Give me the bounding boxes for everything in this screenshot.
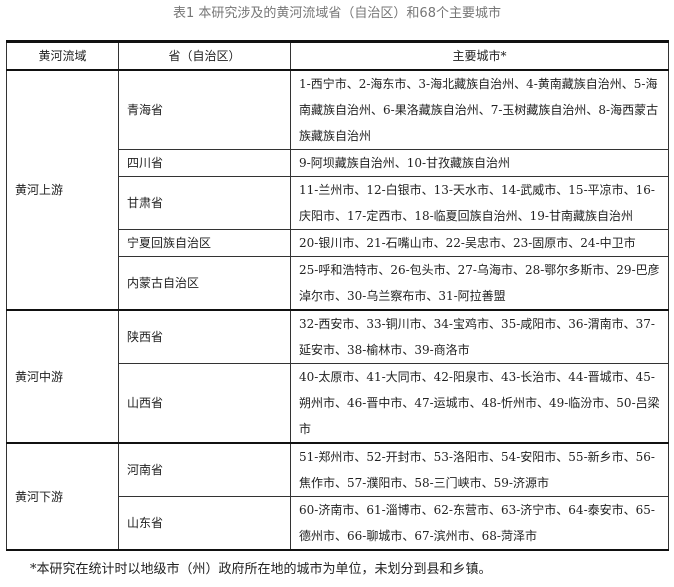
basin-cell: 黄河上游 (6, 69, 119, 311)
cities-cell: 20-银川市、21-石嘴山市、22-吴忠市、23-固原市、24-中卫市 (290, 229, 669, 257)
province-cell: 内蒙古自治区 (118, 256, 291, 311)
table-row: 甘肃省 11-兰州市、12-白银市、13-天水市、14-武威市、15-平凉市、16… (7, 176, 669, 230)
province-cell: 陕西省 (118, 309, 291, 364)
province-cell: 河南省 (118, 442, 291, 497)
province-cell: 山西省 (118, 363, 291, 444)
cities-table: 黄河流域 省（自治区） 主要城市* 黄河上游 青海省 1-西宁市、2-海东市、3-海… (6, 40, 669, 551)
cities-cell: 11-兰州市、12-白银市、13-天水市、14-武威市、15-平凉市、16-庆阳… (290, 176, 669, 230)
table-row: 四川省 9-阿坝藏族自治州、10-甘孜藏族自治州 (7, 149, 669, 177)
cities-cell: 40-太原市、41-大同市、42-阳泉市、43-长治市、44-晋城市、45-朔州… (290, 363, 669, 444)
table-row: 山西省 40-太原市、41-大同市、42-阳泉市、43-长治市、44-晋城市、45… (7, 363, 669, 444)
basin-cell: 黄河中游 (6, 309, 119, 444)
table-row: 黄河中游 陕西省 32-西安市、33-铜川市、34-宝鸡市、35-咸阳市、36-渭南… (6, 309, 669, 444)
basin-cell: 黄河下游 (6, 442, 119, 551)
footnote: *本研究在统计时以地级市（州）政府所在地的城市为单位，未划分到县和乡镇。 (30, 562, 492, 577)
table-title: 表1 本研究涉及的黄河流域省（自治区）和68个主要城市 (173, 6, 501, 21)
province-cell: 四川省 (118, 149, 291, 177)
header-province: 省（自治区） (118, 41, 291, 71)
province-cell: 甘肃省 (118, 176, 291, 230)
header-basin: 黄河流域 (6, 41, 119, 71)
table-header-row: 黄河流域 省（自治区） 主要城市* (6, 41, 669, 71)
table-row: 宁夏回族自治区 20-银川市、21-石嘴山市、22-吴忠市、23-固原市、24-中… (7, 229, 669, 257)
cities-cell: 32-西安市、33-铜川市、34-宝鸡市、35-咸阳市、36-渭南市、37-延安… (290, 309, 669, 364)
table-row: 山东省 60-济南市、61-淄博市、62-东营市、63-济宁市、64-泰安市、65… (7, 496, 669, 551)
cities-cell: 51-郑州市、52-开封市、53-洛阳市、54-安阳市、55-新乡市、56-焦作… (290, 442, 669, 497)
table-row: 黄河下游 河南省 51-郑州市、52-开封市、53-洛阳市、54-安阳市、55-新乡… (6, 442, 669, 551)
cities-cell: 1-西宁市、2-海东市、3-海北藏族自治州、4-黄南藏族自治州、5-海南藏族自治… (290, 69, 669, 150)
province-cell: 山东省 (118, 496, 291, 551)
province-cell: 宁夏回族自治区 (118, 229, 291, 257)
header-cities: 主要城市* (290, 41, 669, 71)
cities-cell: 25-呼和浩特市、26-包头市、27-乌海市、28-鄂尔多斯市、29-巴彦淖尔市… (290, 256, 669, 311)
table-row: 黄河上游 青海省 1-西宁市、2-海东市、3-海北藏族自治州、4-黄南藏族自治州、5… (6, 69, 669, 311)
cities-cell: 60-济南市、61-淄博市、62-东营市、63-济宁市、64-泰安市、65-德州… (290, 496, 669, 551)
cities-cell: 9-阿坝藏族自治州、10-甘孜藏族自治州 (290, 149, 669, 177)
table-row: 内蒙古自治区 25-呼和浩特市、26-包头市、27-乌海市、28-鄂尔多斯市、29… (7, 256, 669, 311)
province-cell: 青海省 (118, 69, 291, 150)
